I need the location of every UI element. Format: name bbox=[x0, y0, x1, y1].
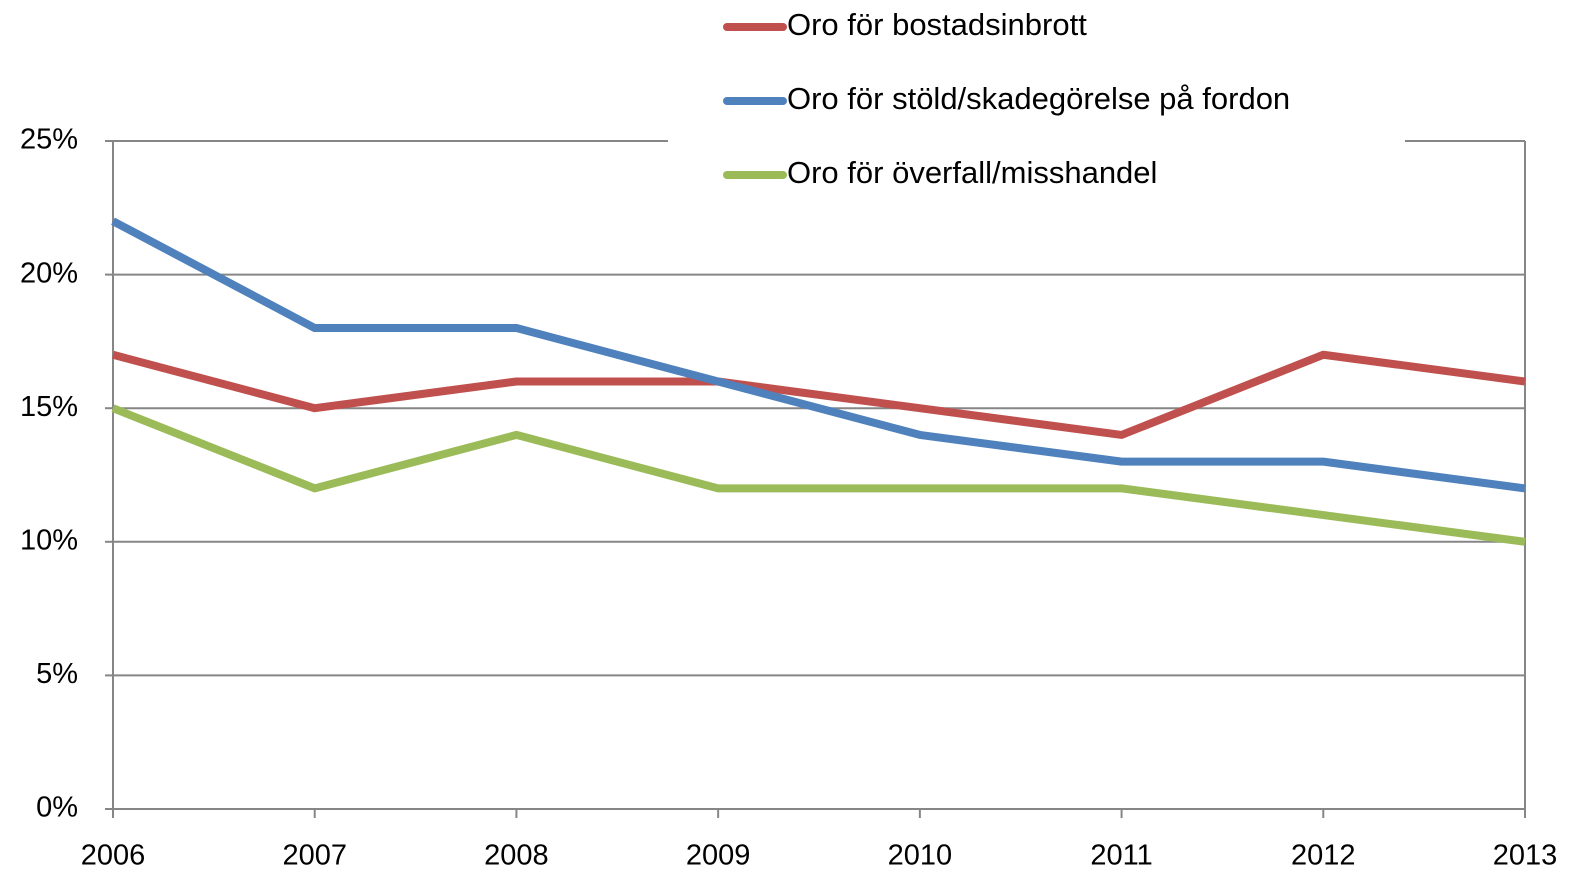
legend-box bbox=[668, 0, 1405, 200]
y-tick-label: 5% bbox=[36, 658, 78, 690]
y-tick-label: 25% bbox=[20, 124, 78, 156]
x-tick-label: 2010 bbox=[888, 840, 953, 872]
series-line bbox=[111, 350, 1526, 439]
x-tick-label: 2012 bbox=[1291, 840, 1356, 872]
x-tick-label: 2006 bbox=[81, 840, 146, 872]
series-line bbox=[111, 404, 1526, 546]
y-tick-label: 15% bbox=[20, 391, 78, 423]
y-tick-label: 0% bbox=[36, 792, 78, 824]
legend-label: Oro för stöld/skadegörelse på fordon bbox=[787, 81, 1290, 116]
y-tick-label: 10% bbox=[20, 524, 78, 556]
series-line bbox=[111, 217, 1526, 493]
x-tick-label: 2007 bbox=[282, 840, 347, 872]
x-tick-label: 2013 bbox=[1493, 840, 1558, 872]
x-tick-label: 2008 bbox=[484, 840, 549, 872]
legend-label: Oro för överfall/misshandel bbox=[787, 155, 1157, 190]
x-tick-label: 2011 bbox=[1090, 840, 1152, 872]
y-tick-label: 20% bbox=[20, 257, 78, 289]
legend-label: Oro för bostadsinbrott bbox=[787, 7, 1087, 42]
x-tick-label: 2009 bbox=[686, 840, 751, 872]
